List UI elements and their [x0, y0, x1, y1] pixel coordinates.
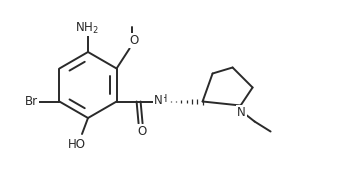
Text: NH$_2$: NH$_2$ [75, 21, 99, 36]
Text: Br: Br [25, 95, 38, 108]
Text: N: N [237, 106, 246, 119]
Text: O: O [137, 125, 146, 138]
Text: H: H [160, 93, 167, 103]
Text: HO: HO [68, 138, 86, 152]
Text: N: N [154, 94, 163, 107]
Text: O: O [129, 34, 138, 47]
